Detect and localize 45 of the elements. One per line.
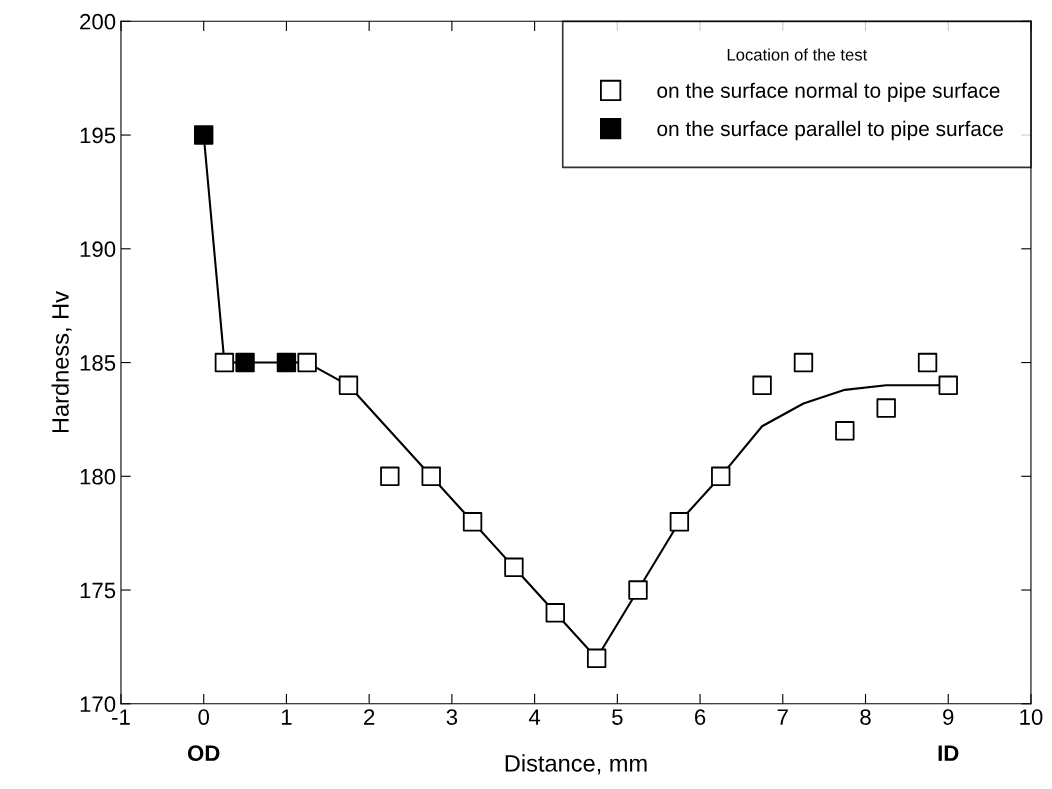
point [752,375,772,395]
point [711,466,731,486]
point [462,512,483,532]
point [835,421,855,441]
y-tick-label: 190 [80,241,116,258]
x-tick-label: 9 [943,709,954,725]
point [421,466,441,486]
point [793,352,814,373]
y-tick-label: 195 [80,127,116,144]
legend-label: on the surface parallel to pipe surface [657,120,1003,141]
point [214,352,235,373]
y-tick-label: 180 [80,468,116,485]
y-tick-label: 185 [80,355,116,371]
x-axis-title: Distance, mm [505,754,647,775]
text: OD [187,745,220,762]
x-tick-label: 8 [860,709,871,725]
x-tick-label: 6 [695,709,706,725]
point [545,603,565,623]
legend-label: on the surface normal to pipe surface [657,82,1000,103]
x-tick-label: 5 [612,709,623,725]
x-tick-label: 1 [281,709,292,725]
point [669,512,690,532]
point [876,398,896,418]
point [938,375,958,395]
y-tick-label: 175 [80,582,116,599]
text: ID [938,745,959,761]
x-tick-label: 4 [528,709,541,725]
legend-title: Location of the test [727,48,868,61]
point [380,466,400,486]
x-tick-label: 3 [446,709,458,725]
y-tick-label: 200 [80,13,116,30]
point [235,352,255,373]
point [297,352,317,373]
point [338,375,359,395]
point [586,648,607,668]
point [917,352,938,373]
y-axis-title: Hardness, Hv [51,291,72,433]
point [628,580,648,600]
x-tick-label: 2 [364,709,375,725]
point [194,125,214,145]
x-tick-label: 0 [198,709,210,725]
point [276,352,297,373]
point [504,557,524,577]
x-tick-label: 10 [1020,709,1043,725]
x-tick-label: 7 [777,709,788,725]
